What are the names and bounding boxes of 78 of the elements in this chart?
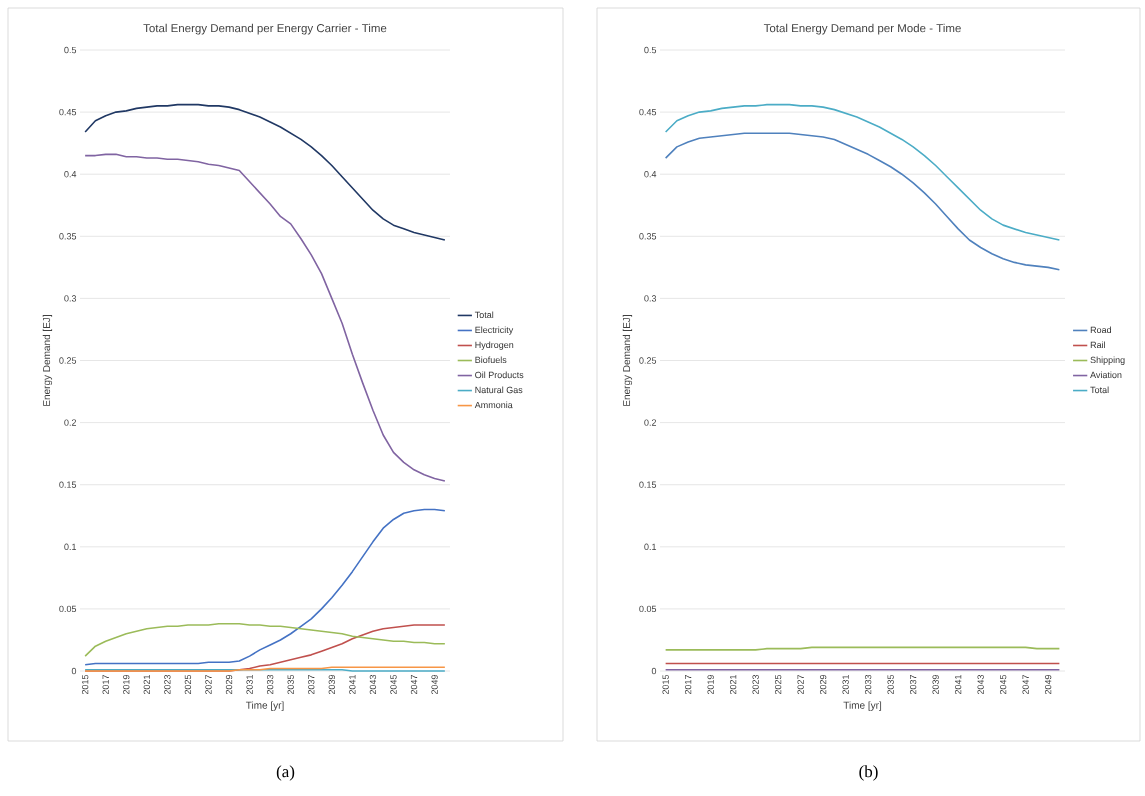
- x-tick-label: 2045: [390, 674, 397, 695]
- y-tick-label: 0.35: [59, 233, 77, 240]
- x-tick-label: 2035: [887, 674, 894, 695]
- x-tick-label: 2017: [684, 675, 692, 695]
- y-tick-label: 0.2: [644, 419, 657, 426]
- y-tick-label: 0: [651, 667, 657, 675]
- x-tick-label: 2037: [308, 675, 315, 695]
- y-tick-label: 0.05: [59, 605, 77, 613]
- y-tick-label: 0.2: [64, 419, 77, 426]
- legend-label: Biofuels: [475, 356, 507, 364]
- chart-title: Total Energy Demand per Mode - Time: [763, 23, 961, 35]
- x-tick-label: 2039: [932, 674, 939, 695]
- text: (a): [276, 765, 295, 781]
- y-tick-label: 0.45: [639, 108, 657, 116]
- x-tick-label: 2019: [707, 674, 714, 695]
- y-tick-label: 0.15: [59, 481, 77, 488]
- x-tick-label: 2031: [246, 674, 253, 695]
- y-tick-label: 0.5: [64, 46, 77, 54]
- chart-title: Total Energy Demand per Energy Carrier - Time: [143, 23, 387, 35]
- x-tick-label: 2025: [184, 674, 192, 695]
- y-tick-label: 0.15: [639, 481, 657, 488]
- x-tick-label: 2027: [797, 675, 804, 695]
- legend-label: Electricity: [475, 326, 514, 335]
- y-tick-label: 0: [71, 667, 77, 675]
- x-tick-label: 2035: [287, 674, 294, 695]
- x-tick-label: 2027: [205, 675, 212, 695]
- x-tick-label: 2033: [266, 674, 274, 695]
- y-tick-label: 0.3: [644, 295, 657, 302]
- y-tick-label: 0.25: [59, 357, 77, 364]
- x-tick-label: 2037: [909, 675, 917, 695]
- legend-label: Total: [1090, 386, 1109, 394]
- x-tick-label: 2015: [662, 674, 669, 695]
- x-tick-label: 2021: [143, 674, 150, 695]
- x-tick-label: 2041: [349, 674, 356, 695]
- x-tick-label: 2039: [328, 674, 335, 695]
- legend-label: Rail: [1090, 341, 1105, 349]
- y-tick-label: 0.4: [644, 171, 657, 178]
- y-tick-label: 0.35: [639, 233, 657, 240]
- x-tick-label: 2019: [123, 674, 130, 695]
- y-tick-label: 0.1: [644, 543, 657, 550]
- x-tick-label: 2049: [431, 674, 438, 695]
- x-tick-label: 2047: [410, 675, 418, 695]
- x-tick-label: 2045: [999, 674, 1007, 695]
- legend-label: Ammonia: [474, 401, 513, 409]
- x-tick-label: 2017: [102, 675, 109, 695]
- x-tick-label: 2047: [1022, 675, 1029, 695]
- x-tick-label: 2049: [1044, 674, 1052, 695]
- x-axis-title: Time [yr]: [245, 701, 284, 711]
- y-tick-label: 0.25: [639, 357, 657, 364]
- legend-label: Natural Gas: [475, 386, 523, 394]
- x-tick-label: 2043: [369, 674, 377, 695]
- y-tick-label: 0.5: [644, 46, 657, 54]
- x-tick-label: 2031: [842, 674, 849, 695]
- legend-label: Total: [474, 311, 494, 319]
- y-axis-title: Energy Demand [EJ]: [42, 315, 53, 406]
- x-tick-label: 2041: [954, 674, 962, 695]
- x-axis-title: Time [yr]: [843, 701, 882, 711]
- x-tick-label: 2033: [864, 674, 872, 695]
- text: (b): [859, 765, 878, 781]
- x-tick-label: 2023: [164, 674, 171, 695]
- x-tick-label: 2015: [81, 674, 89, 695]
- legend-label: Aviation: [1090, 371, 1122, 379]
- x-tick-label: 2029: [819, 674, 827, 695]
- x-tick-label: 2043: [977, 674, 984, 695]
- y-tick-label: 0.05: [639, 605, 657, 613]
- y-tick-label: 0.4: [64, 171, 77, 178]
- y-tick-label: 0.45: [59, 108, 77, 116]
- x-tick-label: 2021: [729, 674, 737, 695]
- legend-label: Shipping: [1090, 356, 1125, 365]
- y-tick-label: 0.1: [64, 543, 77, 550]
- legend-label: Hydrogen: [475, 341, 514, 350]
- x-tick-label: 2023: [752, 674, 759, 695]
- x-tick-label: 2029: [225, 674, 233, 695]
- legend-label: Oil Products: [475, 371, 524, 379]
- y-tick-label: 0.3: [64, 295, 77, 302]
- y-axis-title: Energy Demand [EJ]: [622, 315, 633, 406]
- legend-label: Road: [1090, 326, 1112, 334]
- x-tick-label: 2025: [774, 674, 782, 695]
